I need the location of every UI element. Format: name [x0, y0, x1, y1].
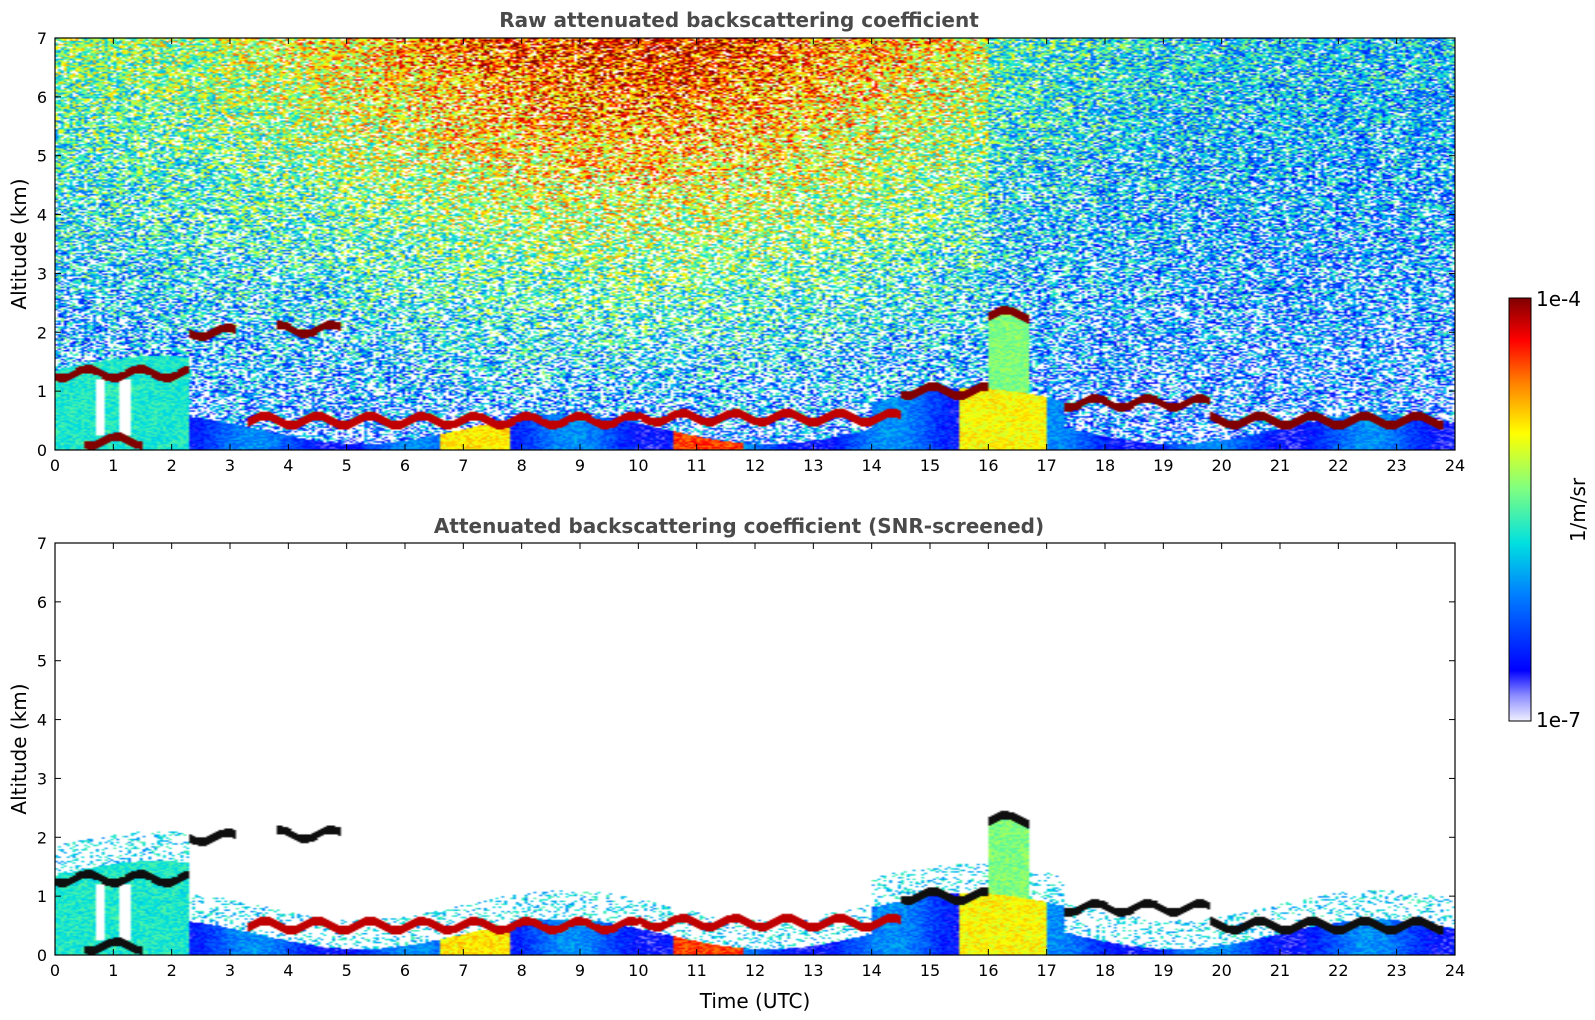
colorbar: 1e-4 1e-7 1/m/sr [1508, 287, 1590, 732]
x-axis: 0 1 2 3 4 5 6 7 8 9 10 11 12 13 14 15 16 17 18 19 20 21 22 23 24 [50, 38, 1465, 475]
y-axis: 0 1 2 3 4 5 6 7 [37, 29, 1455, 460]
x-tick-label: 19 [1153, 456, 1173, 475]
x-tick-label: 12 [745, 456, 765, 475]
backscatter-heatmap [55, 38, 1455, 450]
y-tick-label: 3 [37, 769, 47, 788]
x-tick-label: 14 [861, 961, 881, 980]
x-tick-label: 18 [1095, 456, 1115, 475]
y-tick-label: 7 [37, 534, 47, 553]
y-axis-label: Altitude (km) [7, 178, 31, 309]
x-tick-label: 7 [458, 961, 468, 980]
y-axis-label: Altitude (km) [7, 683, 31, 814]
y-tick-label: 1 [37, 382, 47, 401]
x-tick-label: 21 [1270, 456, 1290, 475]
x-tick-label: 17 [1036, 961, 1056, 980]
x-tick-label: 4 [283, 456, 293, 475]
y-tick-label: 4 [37, 711, 47, 730]
y-tick-label: 7 [37, 29, 47, 48]
colorbar-unit-label: 1/m/sr [1566, 477, 1590, 542]
x-tick-label: 20 [1211, 961, 1231, 980]
x-tick-label: 9 [575, 961, 585, 980]
x-tick-label: 7 [458, 456, 468, 475]
x-tick-label: 2 [167, 961, 177, 980]
snr-screened-panel: Attenuated backscattering coefficient (S… [7, 514, 1465, 1013]
raw-backscatter-panel: Raw attenuated backscattering coefficien… [7, 8, 1465, 475]
x-tick-label: 2 [167, 456, 177, 475]
x-tick-label: 22 [1328, 456, 1348, 475]
x-tick-label: 1 [108, 456, 118, 475]
colorbar-min-label: 1e-7 [1536, 708, 1581, 732]
x-tick-label: 15 [920, 961, 940, 980]
x-tick-label: 10 [628, 456, 648, 475]
x-tick-label: 4 [283, 961, 293, 980]
x-tick-label: 1 [108, 961, 118, 980]
y-tick-label: 5 [37, 652, 47, 671]
x-tick-label: 17 [1036, 456, 1056, 475]
y-tick-label: 3 [37, 264, 47, 283]
panel-title: Raw attenuated backscattering coefficien… [499, 8, 979, 32]
y-tick-label: 2 [37, 828, 47, 847]
x-tick-label: 16 [978, 961, 998, 980]
backscatter-heatmap [55, 543, 1455, 955]
x-tick-label: 24 [1445, 456, 1465, 475]
x-tick-label: 10 [628, 961, 648, 980]
x-tick-label: 21 [1270, 961, 1290, 980]
y-tick-label: 5 [37, 147, 47, 166]
x-tick-label: 23 [1386, 961, 1406, 980]
x-tick-label: 0 [50, 961, 60, 980]
x-tick-label: 19 [1153, 961, 1173, 980]
x-tick-label: 20 [1211, 456, 1231, 475]
x-tick-label: 9 [575, 456, 585, 475]
x-tick-label: 24 [1445, 961, 1465, 980]
x-tick-label: 11 [686, 456, 706, 475]
panel-title: Attenuated backscattering coefficient (S… [434, 514, 1044, 538]
x-tick-label: 5 [342, 456, 352, 475]
colorbar-max-label: 1e-4 [1536, 287, 1581, 311]
x-tick-label: 16 [978, 456, 998, 475]
x-axis-label: Time (UTC) [699, 989, 811, 1013]
colorbar-scale [1508, 297, 1532, 722]
x-tick-label: 8 [517, 456, 527, 475]
y-tick-label: 1 [37, 887, 47, 906]
y-axis: 0 1 2 3 4 5 6 7 [37, 534, 1455, 965]
y-tick-label: 6 [37, 88, 47, 107]
x-tick-label: 18 [1095, 961, 1115, 980]
y-tick-label: 0 [37, 946, 47, 965]
x-tick-label: 22 [1328, 961, 1348, 980]
x-tick-label: 12 [745, 961, 765, 980]
y-tick-label: 4 [37, 206, 47, 225]
y-tick-label: 2 [37, 323, 47, 342]
x-tick-label: 3 [225, 961, 235, 980]
x-tick-label: 13 [803, 456, 823, 475]
x-tick-label: 15 [920, 456, 940, 475]
x-tick-label: 8 [517, 961, 527, 980]
x-tick-label: 23 [1386, 456, 1406, 475]
x-tick-label: 14 [861, 456, 881, 475]
x-tick-label: 5 [342, 961, 352, 980]
x-tick-label: 3 [225, 456, 235, 475]
x-axis: 0 1 2 3 4 5 6 7 8 9 10 11 12 13 14 15 16 17 18 19 20 21 22 23 24 [50, 543, 1465, 980]
x-tick-label: 6 [400, 456, 410, 475]
x-tick-label: 11 [686, 961, 706, 980]
y-tick-label: 6 [37, 593, 47, 612]
x-tick-label: 0 [50, 456, 60, 475]
y-tick-label: 0 [37, 441, 47, 460]
x-tick-label: 13 [803, 961, 823, 980]
x-tick-label: 6 [400, 961, 410, 980]
